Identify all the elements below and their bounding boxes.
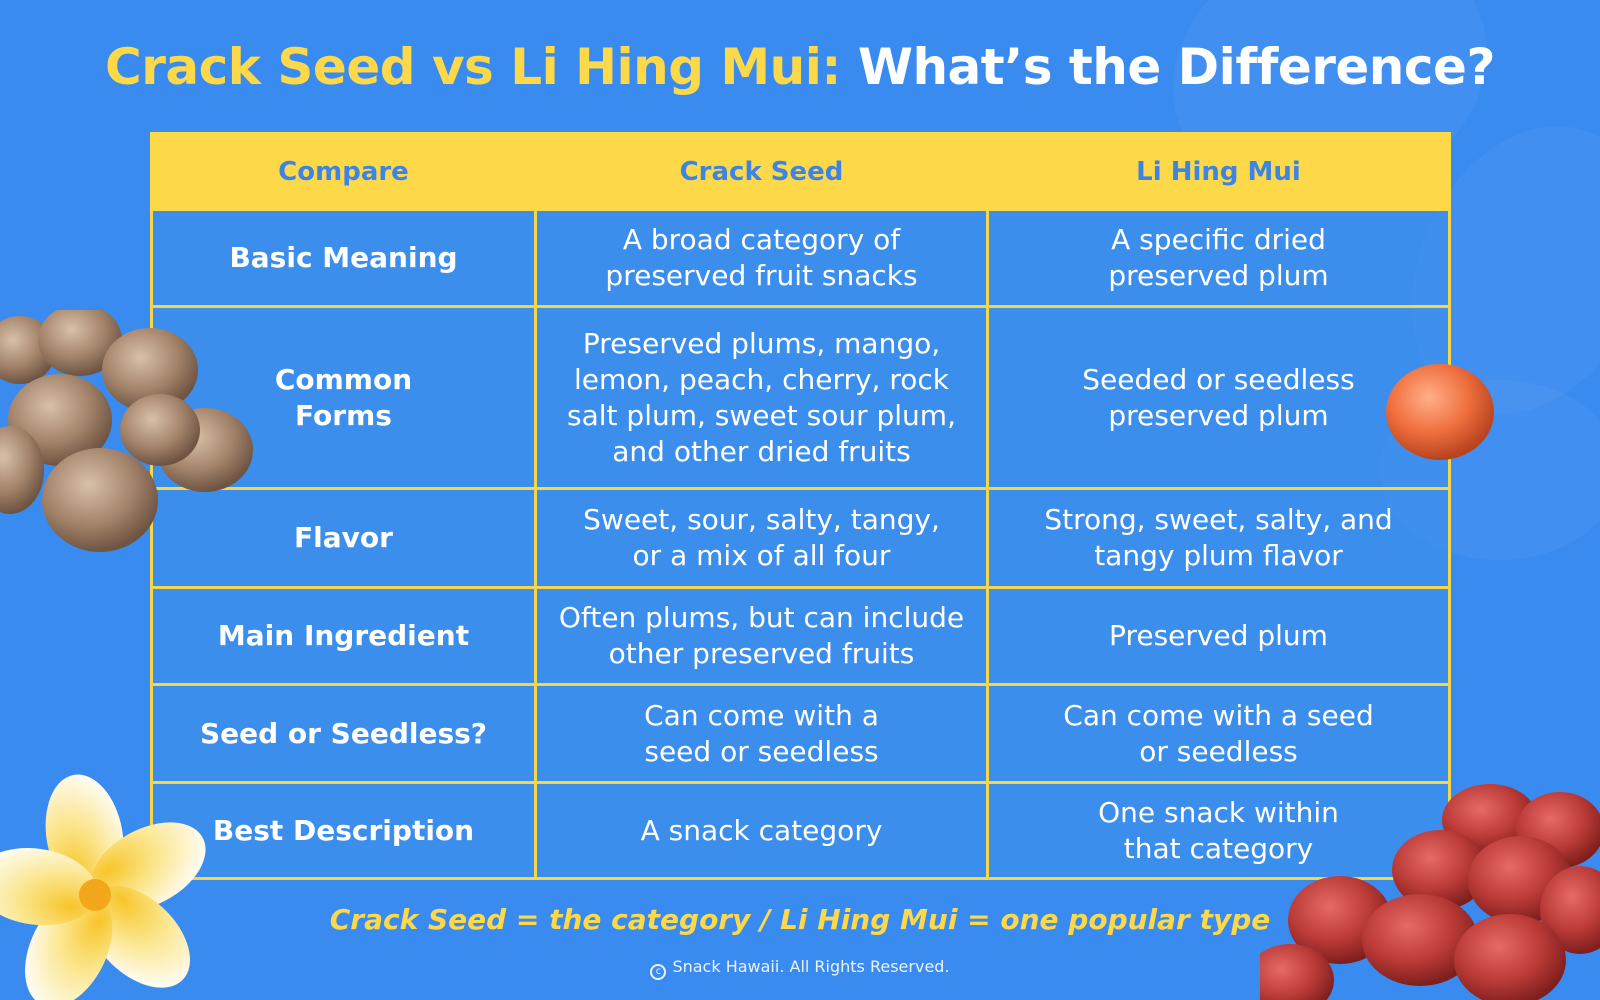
cell-text: Preserved plums, mango, lemon, peach, ch… <box>567 326 956 468</box>
copyright-icon: c <box>650 964 667 980</box>
cell-text: Strong, sweet, salty, and tangy plum fla… <box>1044 503 1393 572</box>
table-row: Best Description A snack category One sn… <box>150 781 1451 880</box>
table-row: Seed or Seedless? Can come with a seed o… <box>150 683 1451 784</box>
comparison-table: Compare Crack Seed Li Hing Mui Basic Mea… <box>150 132 1451 880</box>
row-label-text: Common Forms <box>274 362 413 432</box>
row-label: Seed or Seedless? <box>150 683 537 784</box>
cell-text: A snack category <box>640 813 883 847</box>
header-crack-seed: Crack Seed <box>534 132 989 211</box>
footer: c Snack Hawaii. All Rights Reserved. <box>0 957 1600 980</box>
row-label: Best Description <box>150 781 537 880</box>
table-header-row: Compare Crack Seed Li Hing Mui <box>150 132 1451 211</box>
cell-text: Sweet, sour, salty, tangy, or a mix of a… <box>583 503 940 572</box>
header-compare: Compare <box>150 132 537 211</box>
row-label-text: Best Description <box>212 813 475 847</box>
li-hing-mui-cell: Strong, sweet, salty, and tangy plum fla… <box>986 487 1451 589</box>
cell-text: Seeded or seedless preserved plum <box>1082 362 1355 432</box>
li-hing-mui-cell: A specific dried preserved plum <box>986 208 1451 308</box>
row-label-text: Basic Meaning <box>229 241 458 274</box>
crack-seed-cell: Can come with a seed or seedless <box>534 683 989 784</box>
cell-text: Preserved plum <box>1109 619 1328 652</box>
summary-line: Crack Seed = the category / Li Hing Mui … <box>329 903 1271 936</box>
crack-seed-cell: Sweet, sour, salty, tangy, or a mix of a… <box>534 487 989 589</box>
li-hing-mui-cell: One snack within that category <box>986 781 1451 880</box>
table-row: Main Ingredient Often plums, but can inc… <box>150 586 1451 686</box>
row-label: Flavor <box>150 487 537 589</box>
cell-text: A broad category of preserved fruit snac… <box>605 223 918 292</box>
li-hing-mui-cell: Seeded or seedless preserved plum <box>986 305 1451 490</box>
table-row: Basic Meaning A broad category of preser… <box>150 208 1451 308</box>
page-title: Crack Seed vs Li Hing Mui: What’s the Di… <box>0 38 1600 96</box>
row-label-text: Seed or Seedless? <box>199 716 488 750</box>
row-label-text: Flavor <box>294 521 393 554</box>
cell-text: A specific dried preserved plum <box>1108 223 1329 292</box>
table-row: Common Forms Preserved plums, mango, lem… <box>150 305 1451 490</box>
row-label: Common Forms <box>150 305 537 490</box>
footer-text: Snack Hawaii. All Rights Reserved. <box>672 957 950 976</box>
header-li-hing-mui: Li Hing Mui <box>986 132 1451 211</box>
title-part-2: What’s the Difference? <box>857 38 1496 96</box>
cell-text: Can come with a seed or seedless <box>1063 698 1374 768</box>
cell-text: Often plums, but can include other prese… <box>558 601 965 670</box>
cell-text: Can come with a seed or seedless <box>644 698 879 768</box>
crack-seed-cell: A snack category <box>534 781 989 880</box>
li-hing-mui-cell: Preserved plum <box>986 586 1451 686</box>
crack-seed-cell: Preserved plums, mango, lemon, peach, ch… <box>534 305 989 490</box>
title-part-1: Crack Seed vs Li Hing Mui: <box>105 38 841 96</box>
crack-seed-cell: Often plums, but can include other prese… <box>534 586 989 686</box>
li-hing-mui-cell: Can come with a seed or seedless <box>986 683 1451 784</box>
row-label: Basic Meaning <box>150 208 537 308</box>
row-label-text: Main Ingredient <box>217 619 470 652</box>
row-label: Main Ingredient <box>150 586 537 686</box>
crack-seed-cell: A broad category of preserved fruit snac… <box>534 208 989 308</box>
table-row: Flavor Sweet, sour, salty, tangy, or a m… <box>150 487 1451 589</box>
cell-text: One snack within that category <box>1098 795 1339 865</box>
